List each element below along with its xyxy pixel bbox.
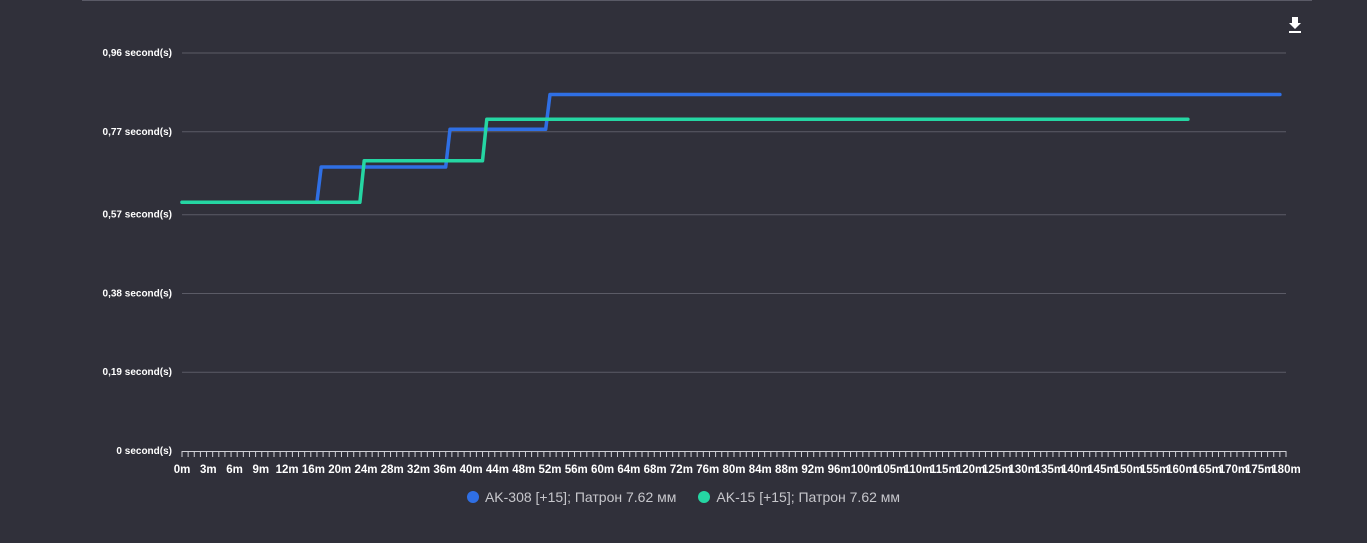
y-tick-label: 0,96 second(s) [103,48,172,59]
x-tick-label: 115m [930,464,959,476]
x-tick-label: 165m [1192,464,1221,476]
x-tick-label: 60m [591,464,614,476]
download-icon [1285,15,1305,35]
x-tick-label: 155m [1140,464,1169,476]
legend-item-ak15[interactable]: AK-15 [+15]; Патрон 7.62 мм [698,489,900,505]
x-tick-label: 56m [565,464,588,476]
x-tick-label: 160m [1166,464,1195,476]
line-chart: 0 second(s) 0,19 second(s) 0,38 second(s) 0… [0,0,1367,480]
series-line-0 [182,95,1280,203]
y-tick-label: 0,77 second(s) [103,127,172,138]
x-tick-label: 12m [276,464,299,476]
x-tick-label: 52m [538,464,561,476]
x-tick-label: 170m [1219,464,1248,476]
y-tick-label: 0,57 second(s) [103,210,172,221]
x-tick-label: 3m [200,464,217,476]
x-tick-label: 76m [696,464,719,476]
x-tick-label: 150m [1114,464,1143,476]
chart-legend: AK-308 [+15]; Патрон 7.62 мм AK-15 [+15]… [0,489,1367,505]
x-tick-label: 48m [512,464,535,476]
x-tick-label: 20m [328,464,351,476]
x-tick-label: 145m [1087,464,1116,476]
x-tick-label: 40m [460,464,483,476]
download-button[interactable] [1285,15,1305,35]
x-tick-label: 44m [486,464,509,476]
x-tick-label: 68m [644,464,667,476]
x-tick-label: 135m [1035,464,1064,476]
x-tick-label: 120m [956,464,985,476]
x-tick-label: 180m [1271,464,1300,476]
y-tick-label: 0 second(s) [116,446,172,457]
x-tick-label: 6m [226,464,243,476]
y-tick-label: 0,38 second(s) [103,288,172,299]
x-tick-label: 105m [877,464,906,476]
x-tick-label: 72m [670,464,693,476]
x-tick-label: 110m [904,464,933,476]
x-tick-label: 16m [302,464,325,476]
x-tick-label: 125m [982,464,1011,476]
x-tick-label: 88m [775,464,798,476]
x-tick-label: 0m [174,464,191,476]
legend-swatch-ak308 [467,491,479,503]
x-tick-label: 64m [617,464,640,476]
x-tick-label: 96m [828,464,851,476]
x-tick-label: 100m [851,464,880,476]
legend-label-ak15: AK-15 [+15]; Патрон 7.62 мм [716,489,900,505]
x-tick-label: 130m [1008,464,1037,476]
x-tick-label: 9m [253,464,270,476]
x-tick-label: 140m [1061,464,1090,476]
x-tick-label: 24m [354,464,377,476]
legend-item-ak308[interactable]: AK-308 [+15]; Патрон 7.62 мм [467,489,676,505]
y-tick-label: 0,19 second(s) [103,367,172,378]
x-tick-label: 28m [381,464,404,476]
x-tick-label: 32m [407,464,430,476]
legend-label-ak308: AK-308 [+15]; Патрон 7.62 мм [485,489,676,505]
legend-swatch-ak15 [698,491,710,503]
x-tick-label: 36m [433,464,456,476]
x-tick-label: 84m [749,464,772,476]
x-tick-label: 175m [1245,464,1274,476]
x-tick-label: 92m [801,464,824,476]
x-tick-label: 80m [722,464,745,476]
